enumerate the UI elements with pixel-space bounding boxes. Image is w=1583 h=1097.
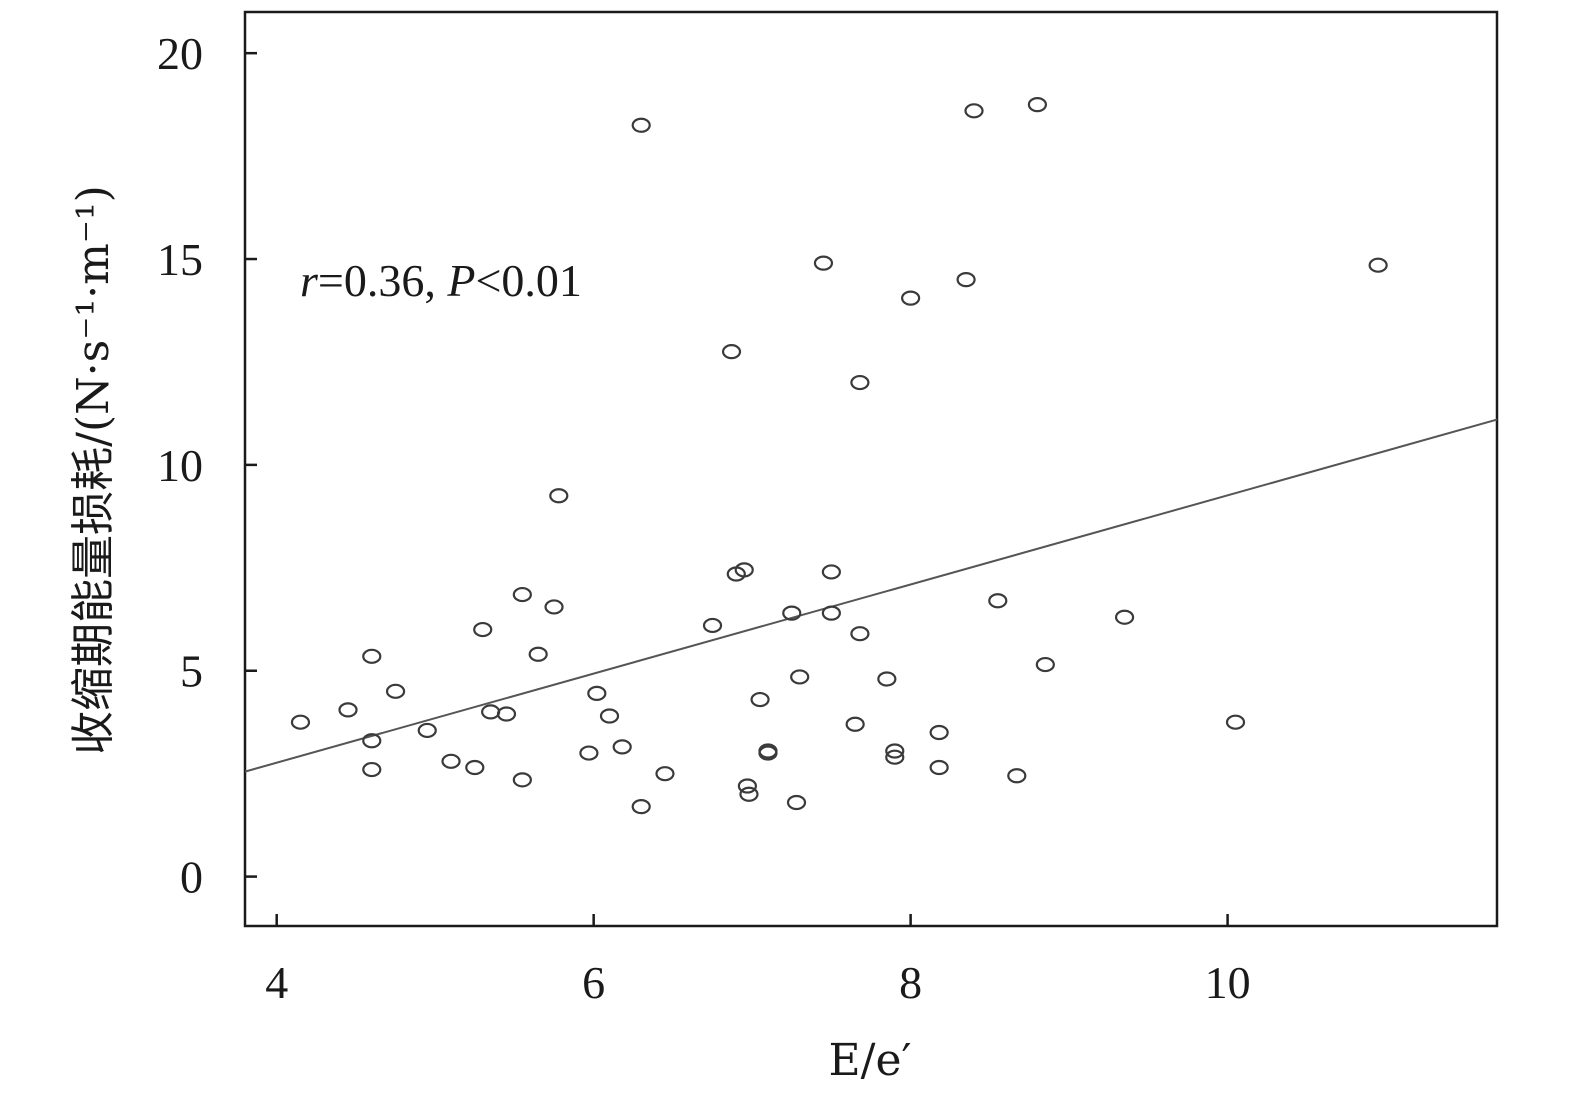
y-tick-label: 15: [157, 234, 203, 285]
data-point: [362, 648, 382, 664]
data-point: [702, 617, 723, 634]
p-symbol: P: [446, 255, 475, 306]
data-point: [877, 671, 897, 687]
data-point: [1368, 257, 1388, 273]
data-point: [988, 593, 1008, 609]
data-point: [813, 255, 834, 271]
data-point: [901, 290, 921, 306]
data-point: [1027, 97, 1048, 113]
data-point: [1035, 656, 1055, 673]
data-point: [956, 272, 976, 288]
x-axis-title: E/e′: [829, 1035, 912, 1086]
data-point: [929, 724, 949, 741]
y-tick-label: 0: [180, 852, 203, 903]
data-point: [612, 739, 632, 755]
data-point: [496, 706, 517, 722]
data-point: [1007, 768, 1027, 784]
data-point: [631, 799, 651, 815]
data-point: [631, 117, 651, 133]
data-point: [528, 646, 548, 662]
data-point: [362, 733, 382, 749]
data-point: [512, 586, 532, 603]
y-tick-label: 10: [157, 440, 203, 491]
data-point: [734, 562, 754, 578]
correlation-annotation: r=0.36, P<0.01: [300, 255, 582, 306]
r-symbol: r: [300, 255, 319, 306]
data-point: [750, 691, 770, 708]
data-point: [599, 708, 620, 724]
data-point: [512, 772, 532, 788]
data-point: [579, 745, 599, 761]
y-tick-label: 20: [157, 28, 203, 79]
data-point: [845, 716, 865, 732]
data-point: [786, 794, 807, 811]
data-point: [338, 702, 358, 718]
x-tick-label: 10: [1205, 957, 1251, 1008]
data-point: [739, 786, 759, 802]
data-point: [821, 564, 841, 580]
x-axis: 4 6 8 10: [265, 914, 1251, 1008]
x-tick-label: 8: [899, 957, 922, 1008]
data-point: [929, 759, 949, 776]
data-point: [655, 766, 675, 782]
plot-area: [243, 10, 1499, 928]
data-point: [549, 488, 569, 504]
x-tick-label: 4: [265, 957, 288, 1008]
data-point: [417, 722, 437, 739]
x-tick-label: 6: [582, 957, 605, 1008]
data-point: [885, 749, 905, 765]
data-point: [481, 704, 501, 720]
data-point: [885, 743, 905, 759]
data-point: [821, 605, 841, 621]
data-point: [385, 683, 406, 699]
data-point: [850, 374, 870, 391]
data-point: [544, 599, 564, 615]
data-point: [473, 621, 493, 638]
y-tick-label: 5: [180, 646, 203, 697]
trendline-layer: [244, 418, 1498, 773]
data-point: [850, 626, 870, 642]
data-point: [737, 778, 757, 794]
data-point: [290, 714, 311, 730]
data-point: [721, 344, 742, 360]
data-point: [790, 669, 810, 685]
plot-frame: [243, 10, 1499, 928]
y-axis: 0 5 10 15 20: [157, 28, 257, 903]
data-point: [1114, 609, 1135, 625]
data-points: [290, 97, 1388, 815]
data-point: [441, 753, 461, 769]
r-value: =0.36,: [318, 255, 447, 306]
data-point: [964, 103, 984, 119]
p-value: <0.01: [475, 255, 581, 306]
data-point: [465, 759, 485, 776]
data-point: [782, 605, 802, 621]
data-point: [587, 685, 607, 701]
data-point: [362, 761, 382, 778]
y-axis-title: 收缩期能量损耗/(N·s⁻¹·m⁻¹): [68, 185, 119, 755]
data-point: [1225, 714, 1246, 730]
data-point: [758, 745, 778, 761]
regression-line: [244, 418, 1498, 773]
